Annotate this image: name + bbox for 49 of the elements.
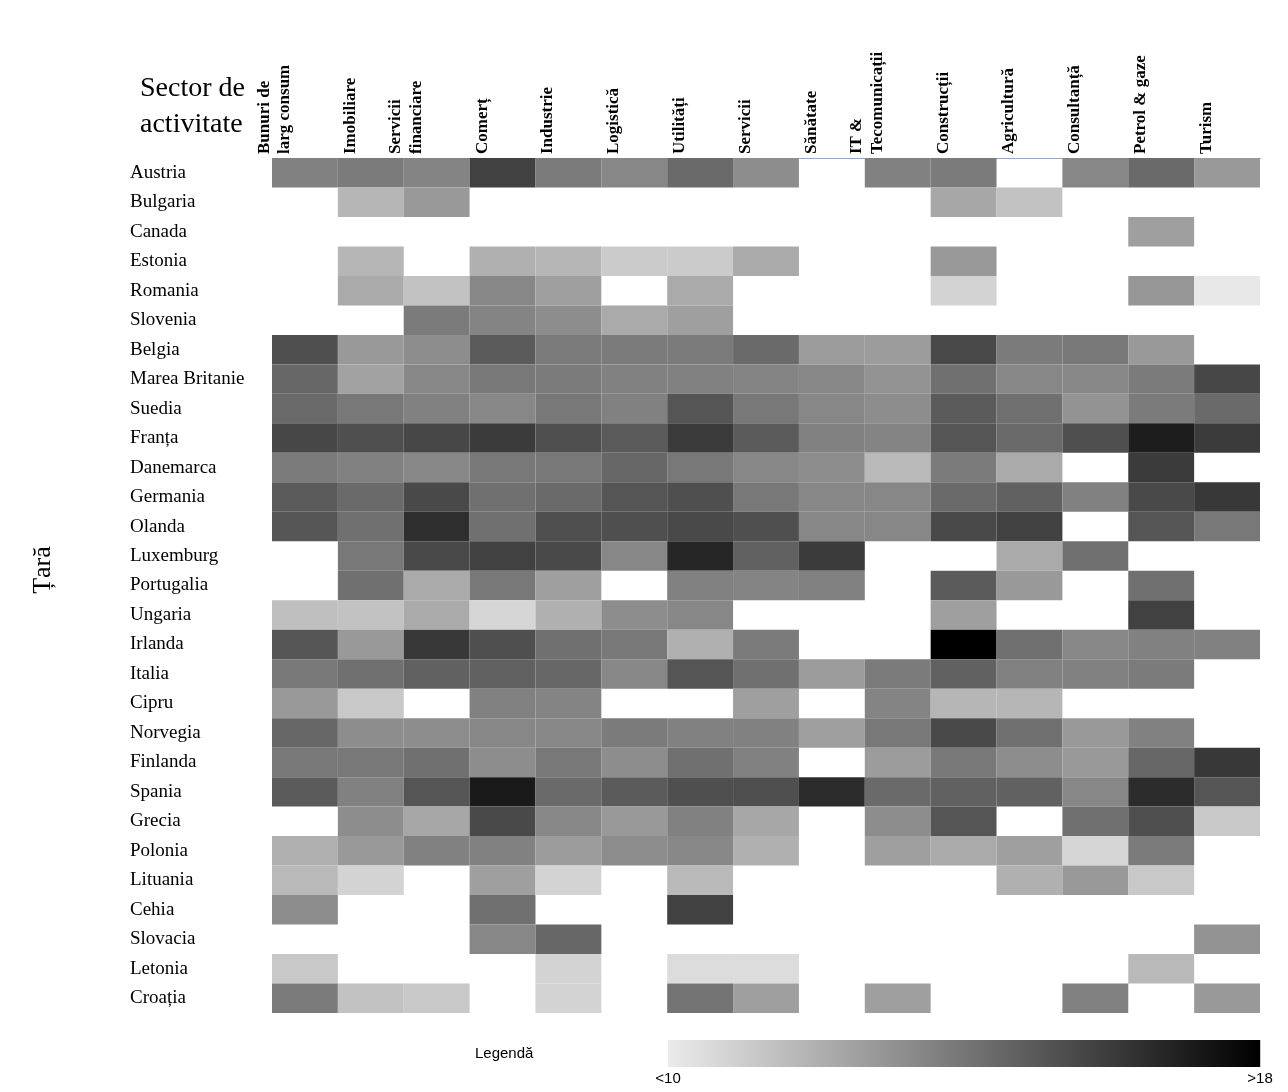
y-tick-label: Ungaria [130, 602, 192, 624]
y-tick-label: Germania [130, 485, 206, 507]
y-tick-label: Romania [130, 278, 200, 300]
y-tick-label: Slovenia [130, 308, 198, 330]
y-tick-label: Danemarca [130, 455, 218, 477]
y-tick-label: Grecia [130, 809, 182, 831]
y-tick-label: Canada [130, 219, 188, 241]
y-axis-title: Țară [27, 545, 56, 594]
color-bar-title: Legendă [475, 1043, 535, 1061]
x-tick-label: Imobiliare [339, 77, 359, 154]
x-tick-label: Servicii financiare [385, 80, 425, 154]
color-bar-label: <10 [655, 1068, 681, 1086]
y-tick-label: Letonia [130, 956, 189, 978]
y-tick-label: Cehia [130, 897, 175, 919]
y-tick-label: Portugalia [130, 573, 209, 595]
x-tick-label: IT & Tecomunicații [846, 51, 887, 154]
x-tick-label: Utilități [669, 97, 690, 154]
x-tick-label: Petrol & gaze [1130, 54, 1150, 154]
y-tick-label: Spania [130, 779, 183, 801]
y-tick-label: Luxemburg [130, 544, 219, 565]
y-tick-label: Italia [130, 661, 170, 683]
x-tick-label: Turism [1196, 101, 1216, 154]
x-tick-label: Sănătate [800, 90, 820, 154]
x-tick-label: Bunuri de larg consum [253, 64, 293, 154]
y-tick-label: Estonia [130, 249, 188, 271]
y-tick-label: Cipru [130, 691, 174, 713]
x-tick-label: Comerț [471, 97, 492, 154]
y-tick-label: Lituania [130, 868, 194, 890]
x-tick-label: Servicii [734, 98, 754, 154]
x-tick-label: Construcții [932, 71, 953, 154]
color-bar-label: >18 [1247, 1068, 1273, 1086]
y-tick-label: Slovacia [130, 927, 196, 949]
y-tick-label: Marea Britanie [130, 367, 245, 389]
y-tick-label: Croația [130, 986, 187, 1008]
y-tick-label: Irlanda [130, 632, 185, 654]
y-tick-label: Belgia [130, 337, 181, 359]
y-tick-label: Franța [130, 426, 180, 448]
x-axis-title: Sector de activitate [140, 71, 245, 138]
x-tick-label: Consultanță [1064, 64, 1085, 154]
x-tick-label: Industrie [537, 86, 557, 154]
x-tick-label: Agricultură [998, 67, 1018, 154]
x-tick-label: Logistică [603, 87, 623, 154]
y-tick-label: Finlanda [130, 750, 198, 772]
y-tick-label: Bulgaria [130, 190, 196, 212]
y-tick-label: Polonia [130, 838, 189, 860]
y-tick-label: Suedia [130, 396, 183, 418]
y-tick-label: Norvegia [130, 720, 202, 742]
y-tick-label: Austria [130, 160, 187, 182]
y-tick-label: Olanda [130, 514, 186, 536]
